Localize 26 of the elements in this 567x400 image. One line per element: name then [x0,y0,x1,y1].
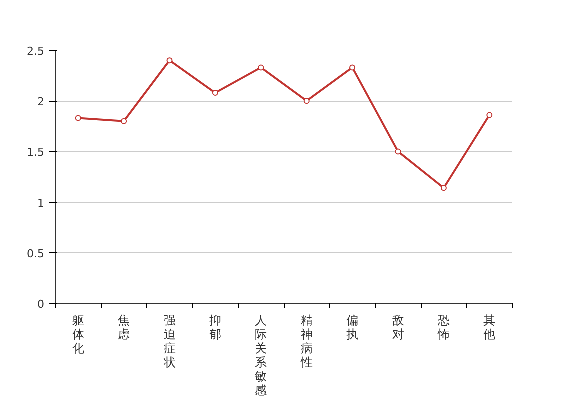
point [395,148,402,155]
y-tick-label: 2.5 [27,45,45,58]
y-tick-label: 0 [38,298,44,311]
x-tick-label: 抑郁 [209,314,222,342]
point [121,118,128,124]
x-tick-label: 焦虑 [118,314,130,342]
x-tick-label: 敌对 [392,314,404,342]
y-tick-label: 1 [38,196,44,210]
point [75,115,82,122]
x-tick-label: 躯体化 [72,314,84,356]
x-tick-label: 恐怖 [436,314,450,342]
x-tick-label: 人际关系敏感 [255,314,268,398]
y-tick-label: 2 [38,96,44,109]
point [304,98,310,104]
x-tick-label: 精神病性 [300,314,313,370]
point [166,58,173,64]
y-tick-label: 1.5 [27,146,45,160]
x-tick-label: 其他 [484,314,496,342]
x-tick-label: 强迫症状 [162,314,176,370]
point [350,64,356,71]
y-tick-label: 0.5 [27,247,45,260]
point [486,112,493,118]
point [440,185,447,192]
x-tick-label: 偏执 [346,314,359,342]
point [212,90,218,96]
point [258,64,264,71]
